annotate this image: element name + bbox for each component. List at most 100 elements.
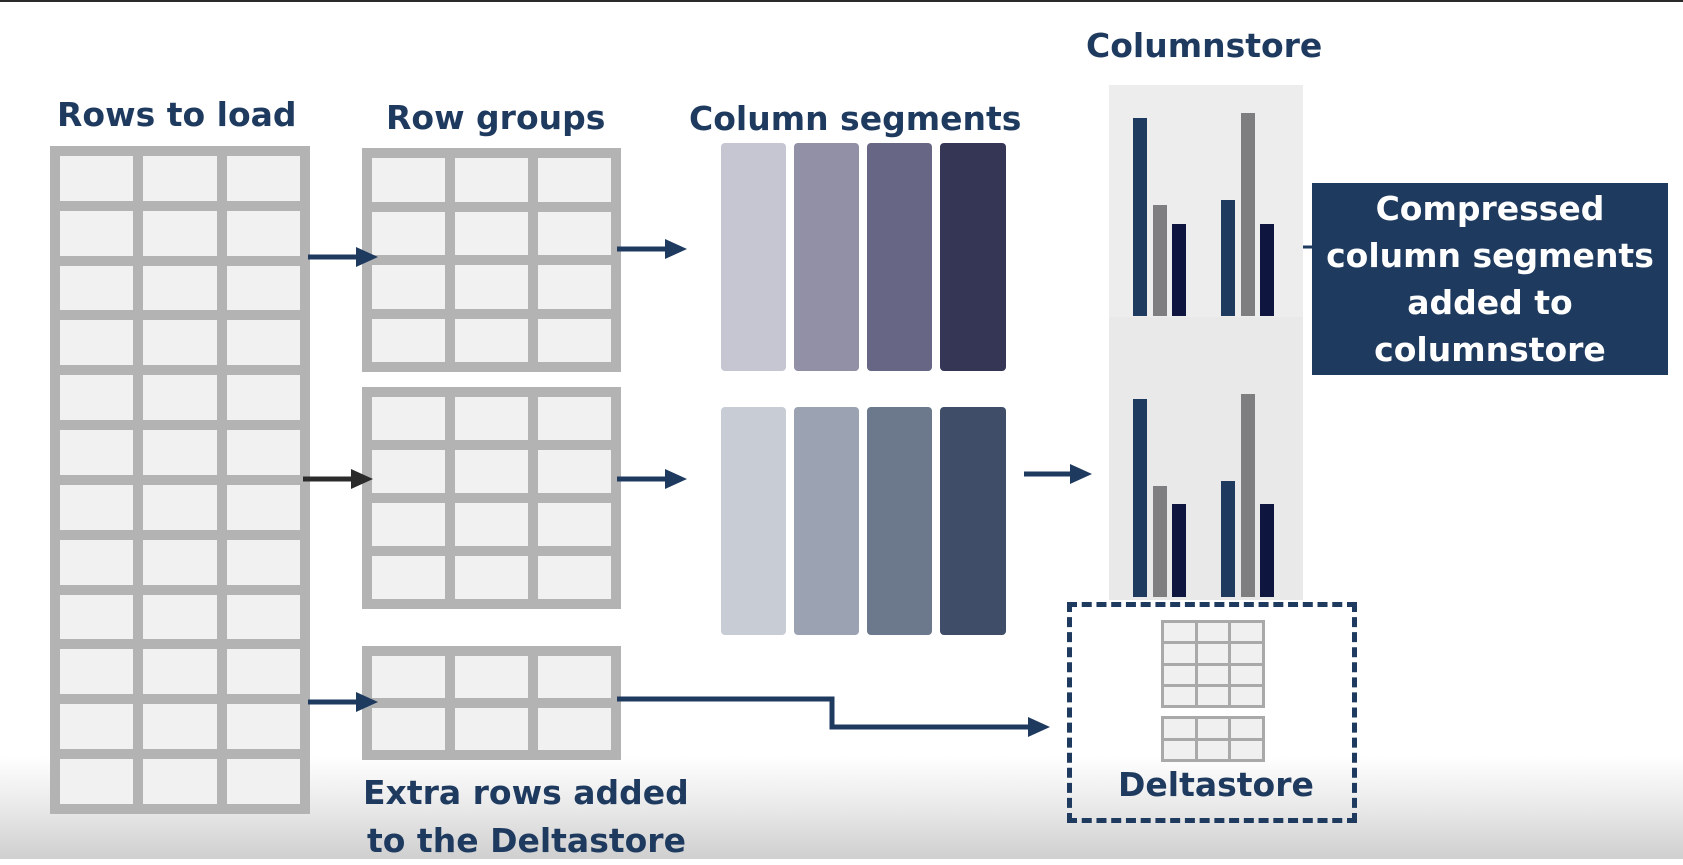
arrow-to-segments-1 [617, 239, 687, 259]
table-cell [1164, 665, 1195, 684]
extra-rows-label-line: to the Deltastore [367, 821, 686, 860]
table-cell [538, 450, 611, 493]
note-line: added to [1407, 283, 1573, 322]
table-cell [226, 704, 300, 750]
table-cell [372, 503, 445, 546]
table-cell [226, 539, 300, 585]
table-cell [143, 649, 217, 695]
arrow-to-deltastore [617, 696, 1050, 737]
table-cell [455, 397, 528, 440]
table-cell [372, 397, 445, 440]
columnstore-icon-top [1133, 113, 1274, 316]
table-cell [143, 539, 217, 585]
column-segment-2-1 [721, 407, 786, 635]
table-cell [1231, 644, 1262, 663]
table-cell [455, 708, 528, 750]
table-cell [143, 484, 217, 530]
table-cell [60, 594, 134, 640]
compressed-segments-note: Compressed column segments added to colu… [1312, 183, 1668, 375]
table-cell [1197, 644, 1229, 663]
table-cell [226, 156, 300, 201]
row-group-1 [362, 148, 621, 372]
note-line: columnstore [1374, 330, 1606, 369]
deltastore-rows-table-2 [1161, 716, 1265, 762]
column-segment-2-3 [867, 407, 932, 635]
table-cell [226, 430, 300, 475]
table-cell [372, 556, 445, 599]
table-cell [143, 759, 217, 804]
table-cell [1197, 665, 1229, 684]
table-cell [538, 158, 611, 202]
table-cell [372, 656, 445, 698]
table-cell [226, 320, 300, 366]
table-cell [455, 556, 528, 599]
table-cell [60, 265, 134, 311]
table-cell [1164, 686, 1195, 705]
table-cell [143, 156, 217, 201]
table-cell [372, 211, 445, 255]
table-cell [538, 556, 611, 599]
bar-icon [1241, 113, 1255, 316]
table-cell [226, 375, 300, 421]
bar-icon [1172, 504, 1186, 597]
table-cell [226, 594, 300, 640]
table-cell [226, 265, 300, 311]
table-cell [143, 704, 217, 750]
column-segment-1-2 [794, 143, 859, 371]
bar-icon [1133, 118, 1147, 316]
bar-icon [1241, 394, 1255, 597]
bar-icon [1260, 504, 1274, 597]
table-cell [1164, 719, 1195, 738]
columnstore-heading: Columnstore [1086, 26, 1323, 65]
table-cell [226, 759, 300, 804]
table-cell [60, 759, 134, 804]
table-cell [538, 503, 611, 546]
table-cell [1164, 623, 1195, 642]
table-cell [143, 375, 217, 421]
note-line: Compressed [1375, 189, 1605, 228]
table-cell [1164, 644, 1195, 663]
table-cell [60, 484, 134, 530]
bar-icon [1260, 224, 1274, 316]
note-line: column segments [1326, 236, 1654, 275]
table-cell [143, 320, 217, 366]
table-cell [1197, 740, 1229, 759]
table-cell [455, 265, 528, 309]
table-cell [372, 265, 445, 309]
arrow-to-extra-rows [308, 692, 378, 712]
table-cell [60, 320, 134, 366]
table-cell [1231, 740, 1262, 759]
deltastore-box [1067, 602, 1357, 823]
table-cell [455, 158, 528, 202]
rows-to-load-heading: Rows to load [57, 95, 297, 134]
table-cell [538, 265, 611, 309]
table-cell [1231, 665, 1262, 684]
table-cell [1231, 623, 1262, 642]
table-cell [538, 656, 611, 698]
row-groups-heading: Row groups [386, 98, 606, 137]
table-cell [1231, 719, 1262, 738]
extra-rows-label-line: Extra rows added [363, 773, 689, 812]
deltastore-rows-table-1 [1161, 620, 1265, 708]
table-cell [60, 430, 134, 475]
table-cell [455, 503, 528, 546]
table-cell [60, 539, 134, 585]
bar-icon [1133, 399, 1147, 597]
columnstore-icon-bottom [1133, 394, 1274, 597]
deltastore-label: Deltastore [1118, 765, 1314, 804]
table-cell [60, 649, 134, 695]
column-segment-2-4 [940, 407, 1006, 635]
extra-rows-label: Extra rows added to the Deltastore [363, 769, 689, 865]
table-cell [1231, 686, 1262, 705]
bar-icon [1153, 486, 1167, 597]
bar-icon [1221, 481, 1235, 597]
table-cell [1197, 686, 1229, 705]
table-cell [1197, 719, 1229, 738]
table-cell [455, 656, 528, 698]
table-cell [455, 450, 528, 493]
table-cell [538, 211, 611, 255]
table-cell [226, 649, 300, 695]
table-cell [226, 484, 300, 530]
column-segment-1-3 [867, 143, 932, 371]
